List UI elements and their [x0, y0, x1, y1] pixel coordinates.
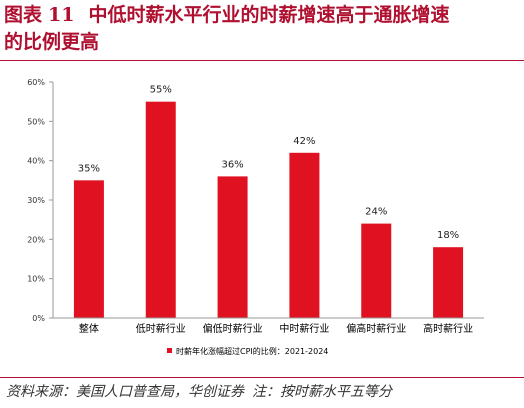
x-category-label: 偏低时薪行业 — [203, 322, 263, 335]
bottom-rule — [0, 377, 524, 378]
title-line-1: 图表 11 中低时薪水平行业的时薪增速高于通胀增速 — [4, 2, 520, 29]
bar — [289, 152, 320, 318]
y-tick-label: 60% — [27, 78, 45, 87]
bar — [145, 101, 176, 319]
source-footer: 资料来源：美国人口普查局，华创证券 注：按时薪水平五等分 — [6, 381, 520, 401]
y-tick-label: 20% — [27, 235, 45, 244]
legend-label: 时薪年化涨幅超过CPI的比例：2021-2024 — [176, 346, 328, 356]
bar-value-label: 18% — [437, 230, 459, 241]
y-tick-label: 10% — [27, 275, 45, 284]
data-labels: 35% 55% 36% 42% 24% 18% — [78, 85, 459, 242]
bar — [361, 223, 392, 318]
y-tick-label: 30% — [27, 196, 45, 205]
note-text: 注：按时薪水平五等分 — [252, 384, 392, 400]
bar-value-label: 35% — [78, 163, 100, 174]
y-tick-label: 0% — [32, 314, 45, 323]
figure-number: 11 — [48, 4, 75, 26]
legend-swatch — [167, 348, 172, 353]
y-axis: 0% 10% 20% 30% 40% 50% 60% — [27, 78, 54, 323]
y-tick-label: 40% — [27, 157, 45, 166]
x-category-label: 偏高时薪行业 — [346, 322, 406, 335]
figure-prefix: 图表 — [4, 4, 43, 26]
title-line-2: 的比例更高 — [4, 31, 100, 53]
x-category-label: 低时薪行业 — [136, 322, 186, 335]
y-tick-label: 50% — [27, 117, 45, 126]
bar-value-label: 55% — [150, 85, 172, 96]
top-rule — [0, 60, 524, 61]
bar — [217, 176, 248, 318]
bar-value-label: 36% — [221, 159, 243, 170]
chart-title: 图表 11 中低时薪水平行业的时薪增速高于通胀增速 的比例更高 — [4, 2, 520, 56]
x-category-label: 高时薪行业 — [423, 322, 473, 335]
bar — [433, 247, 464, 318]
bars — [73, 101, 464, 319]
title-text-1: 中低时薪水平行业的时薪增速高于通胀增速 — [88, 4, 450, 26]
x-category-label: 整体 — [79, 322, 99, 335]
x-category-label: 中时薪行业 — [279, 322, 329, 335]
bar — [73, 180, 104, 318]
x-axis: 整体 低时薪行业 偏低时薪行业 中时薪行业 偏高时薪行业 高时薪行业 — [53, 317, 484, 335]
source-text: 资料来源：美国人口普查局，华创证券 — [6, 384, 244, 400]
legend: 时薪年化涨幅超过CPI的比例：2021-2024 — [167, 346, 328, 356]
bar-value-label: 24% — [365, 207, 387, 218]
bar-value-label: 42% — [293, 136, 315, 147]
